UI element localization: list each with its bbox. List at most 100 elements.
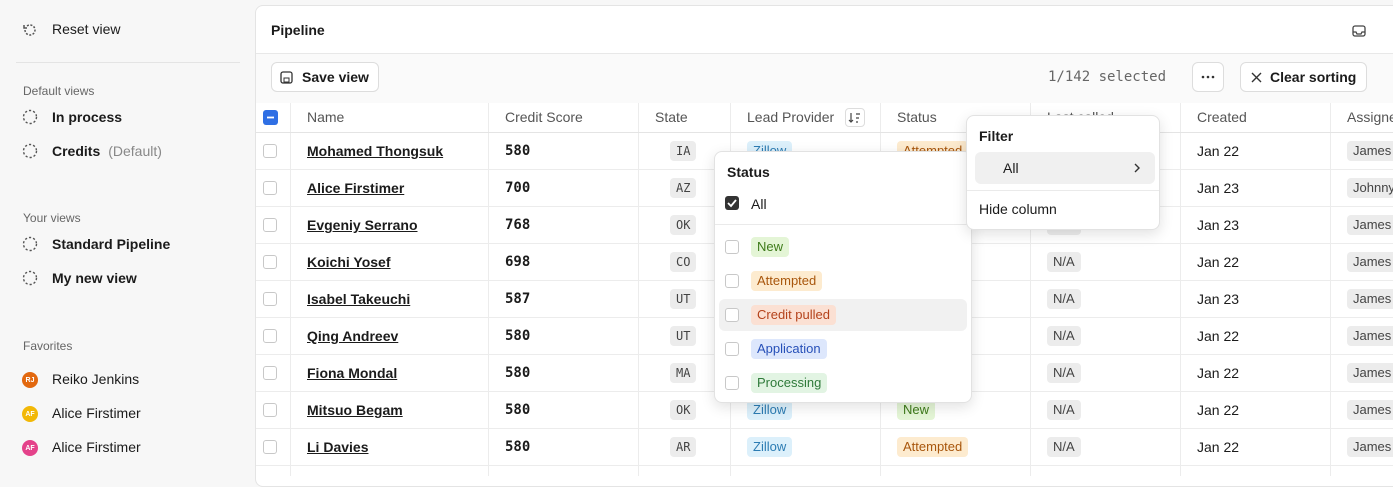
sort-glyph [848,113,860,123]
column-header[interactable]: Name [290,103,488,132]
view-icon [22,236,38,255]
row-checkbox[interactable] [263,440,277,454]
status-option[interactable]: New [719,231,967,263]
divider [715,224,971,225]
credit-score: 580 [505,365,531,381]
filter-menu: Filter All Hide column [966,115,1160,230]
credit-score: 580 [505,328,531,344]
lead-name[interactable]: Isabel Takeuchi [307,291,411,307]
filter-value: All [1003,160,1019,176]
save-view-label: Save view [302,69,369,85]
credit-score: 580 [505,439,531,455]
status-option[interactable]: Application [719,333,967,365]
column-header[interactable]: Assigned [1330,103,1393,132]
option-checkbox[interactable] [725,308,739,322]
status-menu-title: Status [727,164,770,180]
status-all[interactable]: All [751,196,767,212]
table-cell [1330,466,1393,476]
option-checkbox[interactable] [725,376,739,390]
table-cell: N/A [1030,244,1180,281]
option-checkbox[interactable] [725,342,739,356]
option-checkbox[interactable] [725,274,739,288]
lead-name[interactable]: Mitsuo Begam [307,402,403,418]
table-cell: Jan 23 [1180,170,1330,207]
view-item[interactable]: Credits (Default) [52,143,162,159]
provider-badge: Zillow [747,400,793,420]
table-cell: Jan 23 [1180,281,1330,318]
view-label: In process [52,109,123,125]
inbox-icon[interactable] [1351,23,1367,39]
select-all-checkbox[interactable] [263,110,278,125]
clear-sorting-button[interactable]: Clear sorting [1240,62,1367,92]
favorite-name[interactable]: Reiko Jenkins [52,371,140,387]
column-header[interactable]: Credit Score [488,103,638,132]
table-cell: IA [638,133,730,170]
favorite-name[interactable]: Alice Firstimer [52,405,141,421]
table-cell: James [1330,281,1393,318]
table-cell: N/A [1030,318,1180,355]
row-checkbox[interactable] [263,144,277,158]
column-header[interactable]: Lead Provider [730,103,880,132]
status-option[interactable]: Attempted [719,265,967,297]
table-cell: Jan 22 [1180,429,1330,466]
view-label: Credits [52,143,101,159]
status-badge: Attempted [897,437,969,457]
status-option[interactable]: Credit pulled [719,299,967,331]
table-cell [488,466,638,476]
table-cell [1030,466,1180,476]
section-title: Your views [23,211,81,225]
filter-value-row[interactable]: All [975,152,1155,184]
lead-name[interactable]: Fiona Mondal [307,365,398,381]
table-cell: UT [638,281,730,318]
row-border [256,391,290,392]
sort-icon[interactable] [845,108,865,127]
row-checkbox[interactable] [263,181,277,195]
lead-name[interactable]: Alice Firstimer [307,180,405,196]
row-checkbox[interactable] [263,329,277,343]
row-border [256,428,290,429]
save-view-button[interactable]: Save view [271,62,379,92]
column-header[interactable]: Status [880,103,1030,132]
lead-name[interactable]: Mohamed Thongsuk [307,143,444,159]
option-checkbox[interactable] [725,240,739,254]
lead-name[interactable]: Qing Andreev [307,328,399,344]
divider [967,190,1159,191]
row-checkbox[interactable] [263,255,277,269]
table-cell: MA [638,355,730,392]
view-label: My new view [52,270,137,286]
lead-name[interactable]: Koichi Yosef [307,254,391,270]
view-item[interactable]: My new view [52,270,137,286]
save-icon [280,71,293,84]
created-date: Jan 23 [1197,180,1240,196]
table-cell [880,466,1030,476]
favorite-name[interactable]: Alice Firstimer [52,439,141,455]
close-icon [1251,72,1262,83]
option-badge: Application [751,339,827,359]
reset-view[interactable]: Reset view [52,21,121,37]
status-option[interactable]: Processing [719,367,967,399]
status-badge: New [897,400,936,420]
created-date: Jan 22 [1197,365,1240,381]
lead-name[interactable]: Evgeniy Serrano [307,217,418,233]
hide-column[interactable]: Hide column [979,201,1057,217]
view-item[interactable]: In process [52,109,122,125]
row-checkbox[interactable] [263,403,277,417]
table-cell: 587 [488,281,638,318]
checkbox-checked[interactable] [725,196,739,210]
credit-score: 580 [505,402,531,418]
column-header[interactable]: Created [1180,103,1330,132]
row-border [256,243,290,244]
row-checkbox[interactable] [263,218,277,232]
state-badge: UT [670,326,697,346]
table-cell: James [1330,355,1393,392]
avatar: AF [22,440,38,456]
lead-name[interactable]: Li Davies [307,439,369,455]
view-icon [22,143,38,159]
view-item[interactable]: Standard Pipeline [52,236,170,252]
column-header[interactable]: State [638,103,730,132]
row-checkbox[interactable] [263,366,277,380]
credit-score: 768 [505,217,531,233]
avatar: AF [22,406,38,422]
row-checkbox[interactable] [263,292,277,306]
more-button[interactable] [1192,62,1224,92]
